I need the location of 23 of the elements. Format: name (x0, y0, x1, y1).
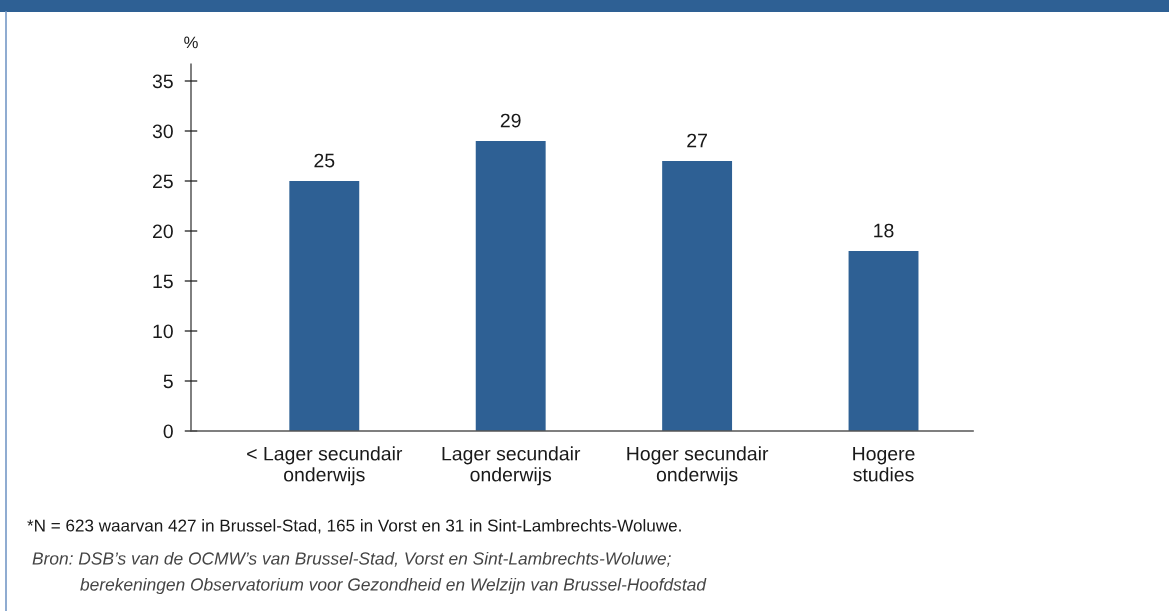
data-label: 29 (500, 113, 521, 128)
y-tick-label: 25 (152, 174, 173, 189)
y-tick-label: 0 (163, 424, 173, 439)
data-label: 27 (687, 133, 707, 148)
y-tick-label: 35 (152, 74, 173, 89)
text: *N = 623 waarvan 427 in Brussel-Stad, 165 in Vorst en 31 in Sint-Lambrechts-Woluwe. (27, 519, 681, 534)
bar (475, 141, 546, 431)
y-tick-label: 5 (163, 374, 173, 389)
data-label: 25 (314, 153, 335, 168)
x-tick-label: Lager secundair onderwijs (442, 446, 581, 486)
x-tick-label: Hogere studies (853, 446, 915, 482)
y-tick-label: 10 (153, 324, 173, 339)
y-tick-label: 20 (152, 224, 173, 239)
text: Bron: DSB’s van de OCMW’s van Brussel-Stad, Vorst en Sint-Lambrechts-Woluwe; berekeningen Observatorium voor Gezondheid en Welzijn van Brussel-Hoofdstad (32, 551, 707, 595)
y-axis-title: % (184, 36, 198, 49)
x-tick-label: Hoger secundair onderwijs (627, 446, 769, 486)
y-tick-label: 15 (153, 274, 173, 289)
y-tick-label: 30 (152, 124, 173, 139)
bar (848, 251, 919, 431)
x-tick-label: < Lager secundair onderwijs (247, 446, 403, 486)
data-label: 18 (874, 223, 894, 238)
bar (662, 161, 733, 431)
bar (289, 181, 360, 431)
